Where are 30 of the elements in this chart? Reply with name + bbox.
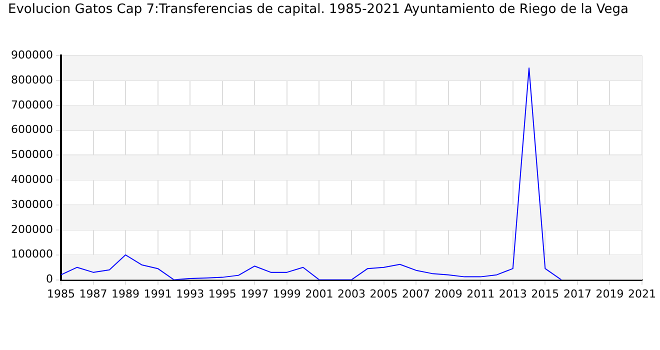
x-tick-label: 1993 (176, 287, 204, 300)
x-tick-label: 2003 (337, 287, 366, 300)
x-tick-label: 2011 (466, 287, 495, 300)
y-tick-label: 900000 (10, 48, 53, 62)
y-tick-label: 800000 (10, 73, 53, 86)
y-tick-label: 100000 (10, 248, 53, 261)
y-tick-label: 300000 (10, 198, 53, 211)
x-tick-label: 2007 (402, 287, 430, 300)
x-tick-label: 2021 (628, 287, 656, 300)
x-tick-label: 1985 (46, 287, 75, 300)
x-tick-label: 1989 (112, 287, 140, 300)
x-tick-label: 2015 (531, 287, 560, 300)
x-tick-label: 1991 (144, 287, 172, 300)
y-tick-label: 0 (46, 272, 53, 286)
x-tick-label: 1995 (208, 287, 236, 300)
y-tick-label: 700000 (10, 98, 53, 112)
x-tick-label: 2009 (434, 287, 462, 300)
x-tick-label: 2017 (563, 287, 592, 300)
x-tick-label: 2001 (305, 287, 334, 300)
x-tick-label: 1997 (240, 287, 269, 300)
x-tick-label: 1999 (272, 287, 301, 300)
y-tick-label: 400000 (10, 173, 53, 186)
x-tick-label: 2013 (498, 287, 527, 300)
x-tick-label: 2019 (596, 287, 624, 300)
x-tick-label: 2005 (370, 287, 398, 300)
y-tick-label: 200000 (10, 222, 53, 236)
y-tick-label: 600000 (10, 123, 53, 136)
x-tick-label: 1987 (79, 287, 108, 300)
y-tick-label: 500000 (10, 148, 53, 162)
chart-title: Evolucion Gatos Cap 7:Transferencias de capital. 1985-2021 Ayuntamiento de Riego de la Vega (8, 2, 629, 18)
